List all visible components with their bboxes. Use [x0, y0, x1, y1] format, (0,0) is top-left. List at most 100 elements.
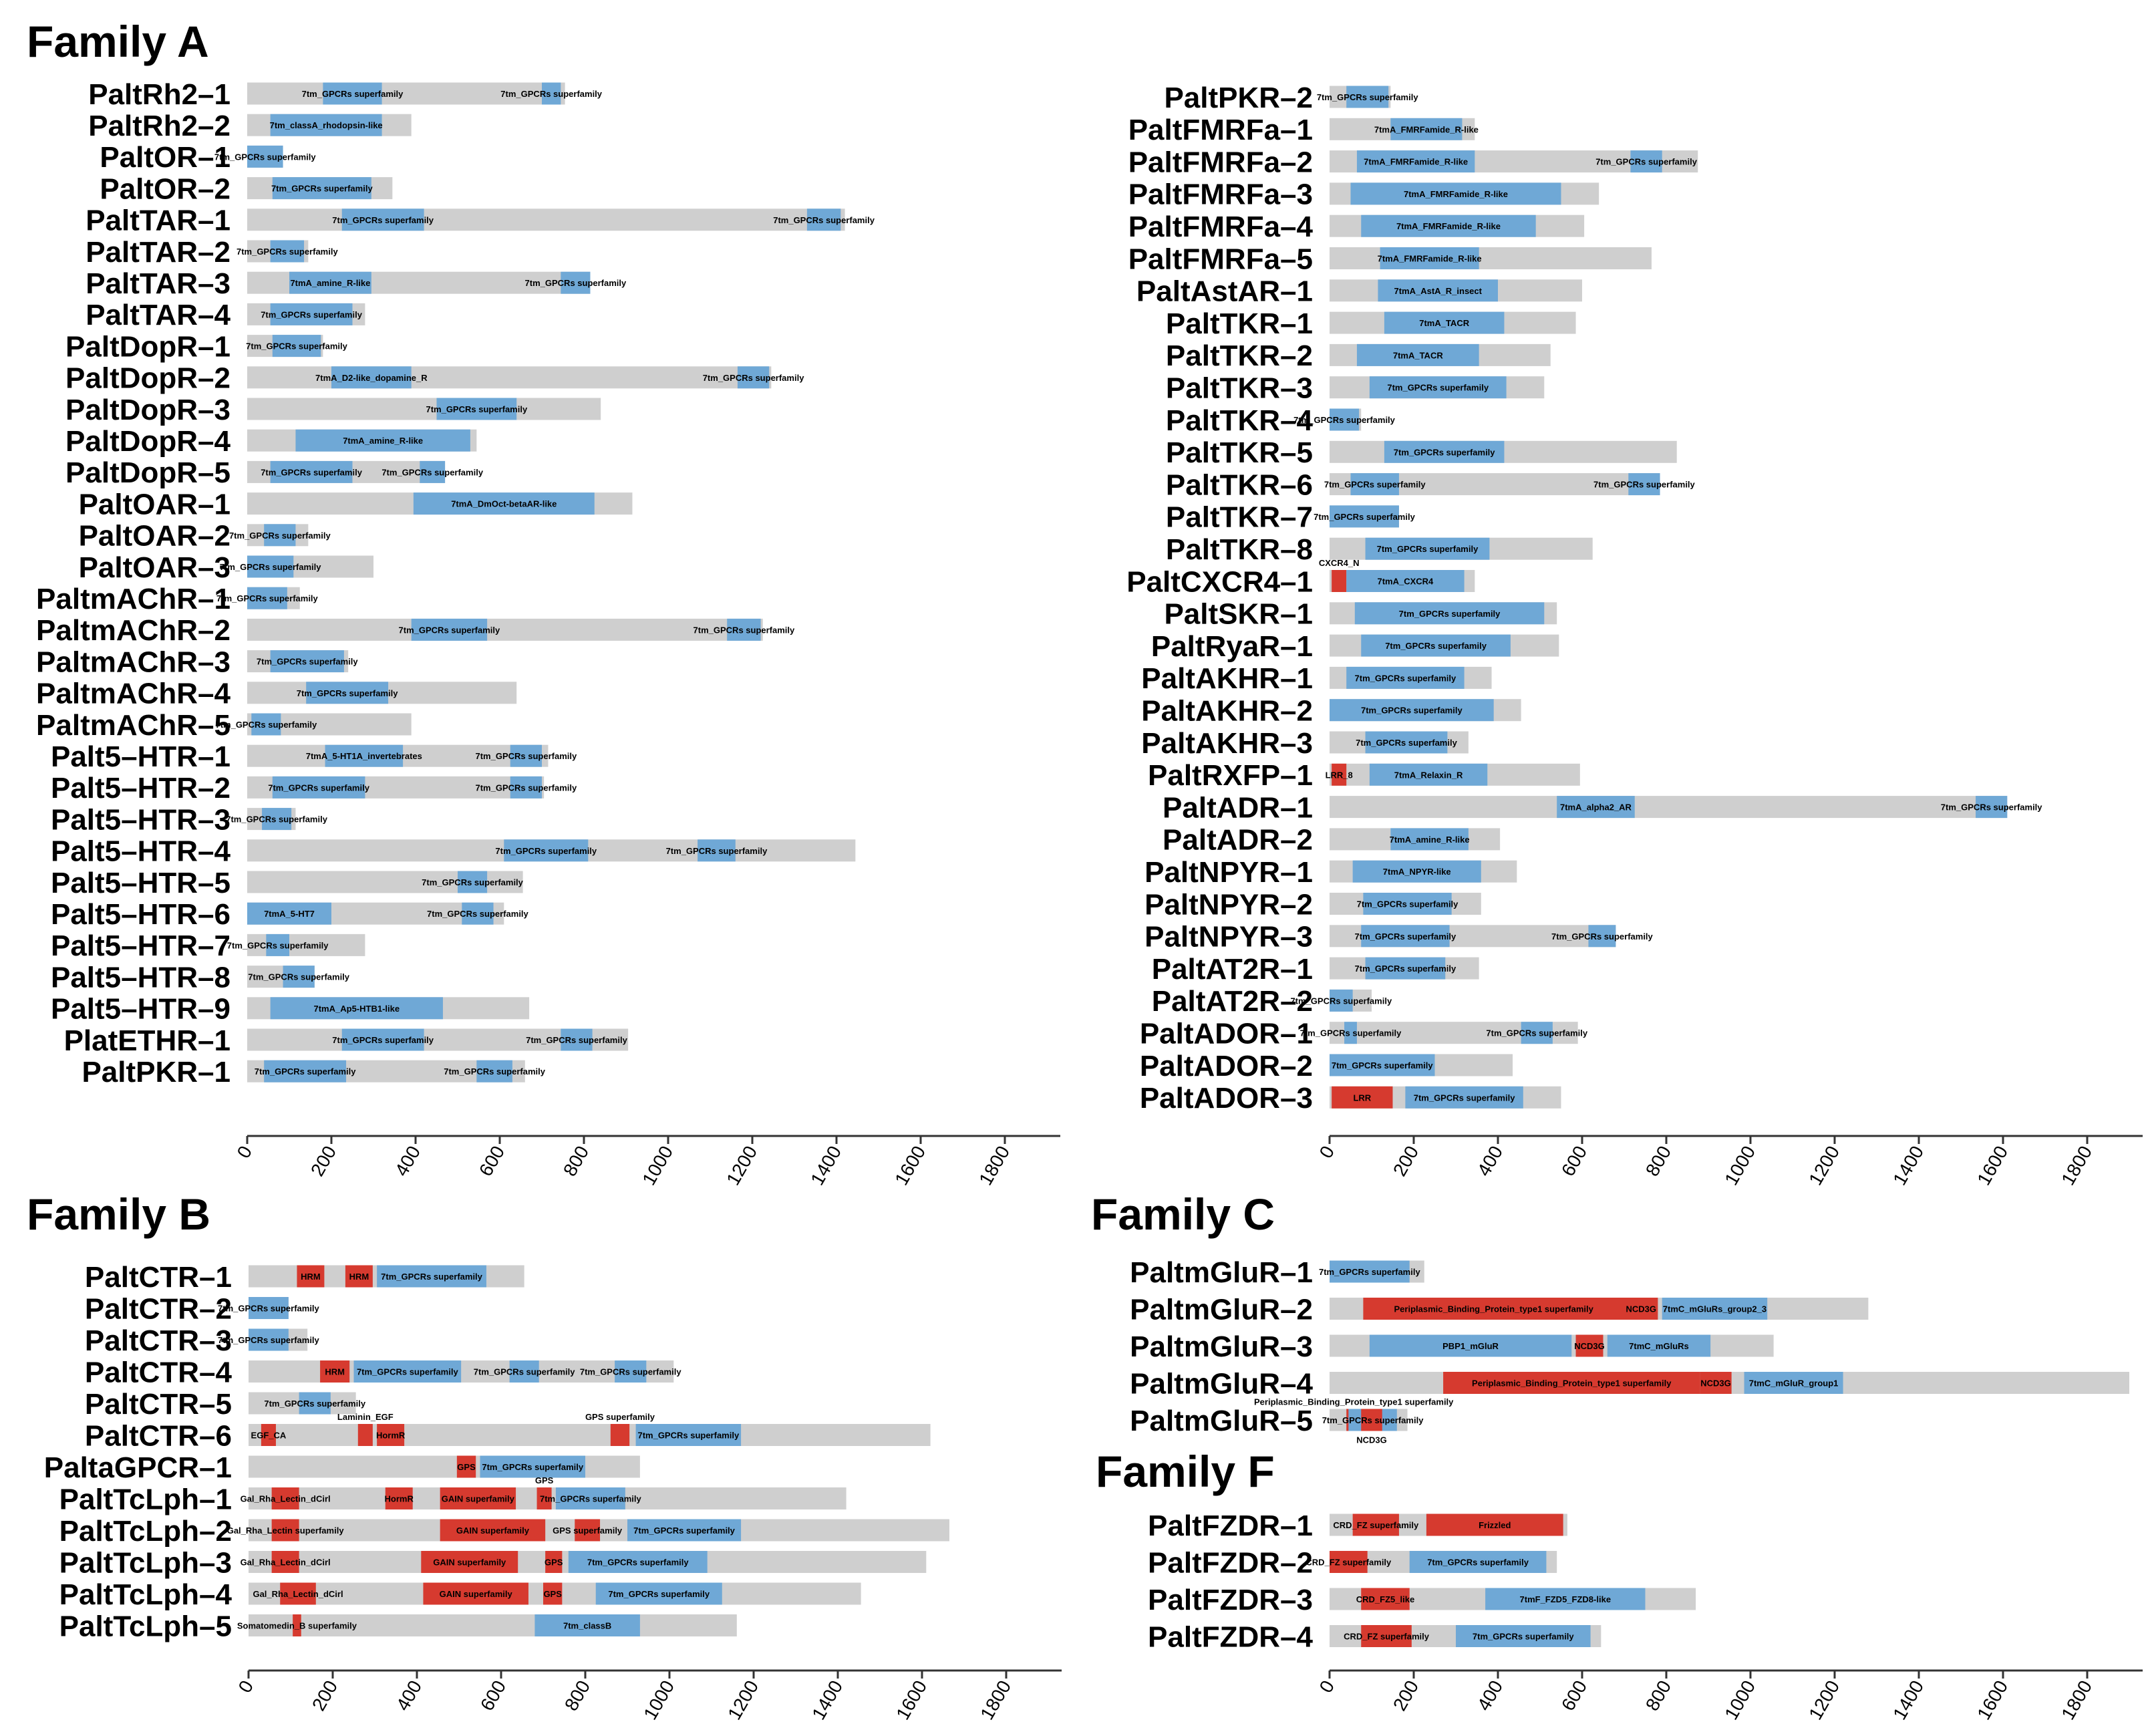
protein-row: PaltmGluR–1 7tm_GPCRs superfamily	[1130, 1256, 1424, 1289]
domain-label: NCD3G	[1626, 1304, 1656, 1314]
domain-blue	[289, 271, 371, 294]
x-axis: 0 200 400 600 800 1000 1200 1400 1600 1800	[235, 1669, 1062, 1723]
domain-label: Frizzled	[1479, 1520, 1511, 1530]
tick-label: 400	[1473, 1677, 1507, 1715]
domain-label: GPS superfamily	[553, 1526, 623, 1536]
domain-blue	[1607, 1334, 1711, 1357]
domain-blue	[1628, 473, 1660, 496]
protein-row: PaltFMRFa–5 7tmA_FMRFamide_R-like	[1128, 243, 1652, 275]
domain-label: 7tm_GPCRs superfamily	[214, 152, 316, 162]
domain-label: GAIN superfamily	[440, 1589, 513, 1599]
protein-row: PaltPKR–1 7tm_GPCRs superfamily 7tm_GPCRs …	[82, 1056, 545, 1089]
domain-label: 7tm_GPCRs superfamily	[633, 1526, 735, 1536]
tick-label: 1600	[892, 1677, 931, 1723]
domain-blue	[1521, 1022, 1553, 1044]
domain-red	[1426, 1513, 1563, 1536]
tick-label: 1400	[806, 1143, 845, 1189]
domain-label: 7tm_classB	[563, 1621, 611, 1631]
protein-row: PaltADOR–3 LRR 7tm_GPCRs superfamily	[1140, 1082, 1561, 1115]
domain-red	[271, 1487, 299, 1509]
domain-blue	[272, 335, 321, 357]
protein-label: PaltFMRFa–2	[1128, 146, 1313, 178]
domain-blue	[1369, 1334, 1572, 1357]
domain-label: 7tmA_FMRFamide_R-like	[1374, 124, 1479, 134]
domain-label: EGF_CA	[251, 1431, 287, 1441]
protein-label: PaltmAChR–2	[36, 614, 231, 647]
domain-label: 7tmA_CXCR4	[1377, 577, 1434, 587]
protein-row: PaltAKHR–1 7tm_GPCRs superfamily	[1141, 662, 1492, 695]
protein-label: Palt5–HTR–9	[51, 993, 231, 1026]
domain-blue	[1330, 699, 1494, 722]
domain-blue	[272, 177, 371, 200]
protein-row: PaltTAR–1 7tm_GPCRs superfamily 7tm_GPCRs …	[86, 204, 875, 237]
domain-blue	[1330, 989, 1353, 1012]
domain-label: 7tm_GPCRs superfamily	[1300, 1028, 1402, 1038]
domain-blue	[420, 460, 446, 483]
protein-bar	[249, 1614, 737, 1636]
tick-label: 1800	[2057, 1677, 2096, 1723]
domain-label: 7tmC_mGluR_group1	[1749, 1379, 1839, 1389]
domain-blue	[1363, 893, 1452, 915]
protein-label: PaltADR–1	[1163, 791, 1313, 824]
tick-label: 600	[476, 1677, 510, 1715]
domain-label: 7tm_GPCRs superfamily	[227, 940, 329, 950]
tick-label: 1800	[2057, 1143, 2096, 1189]
domain-blue	[561, 1028, 593, 1051]
domain-red	[1332, 1086, 1393, 1109]
domain-blue	[1350, 473, 1399, 496]
domain-label: GPS superfamily	[585, 1412, 655, 1422]
domain-blue	[504, 839, 589, 862]
domain-blue	[510, 744, 542, 767]
domain-label: 7tm_GPCRs superfamily	[1473, 1632, 1574, 1642]
protein-row: PaltAKHR–2 7tm_GPCRs superfamily	[1141, 695, 1521, 728]
protein-label: PaltmAChR–4	[36, 678, 231, 710]
protein-label: PaltaGPCR–1	[44, 1451, 232, 1484]
domain-label: 7tmA_5-HT7	[264, 909, 315, 919]
protein-label: PaltOAR–2	[79, 520, 231, 553]
domain-blue	[1409, 1551, 1547, 1573]
domain-label: LRR	[1353, 1093, 1371, 1103]
domain-label: 7tm_GPCRs superfamily	[1595, 157, 1697, 167]
tick-label: 600	[1557, 1677, 1591, 1715]
domain-label: 7tmA_5-HT1A_invertebrates	[306, 751, 422, 761]
protein-label: Palt5–HTR–4	[51, 835, 231, 868]
protein-label: PaltRh2–1	[88, 78, 231, 111]
domain-label: 7tmC_mGluRs	[1629, 1341, 1689, 1351]
panel-title: Family F	[1096, 1447, 1275, 1496]
domain-blue	[1557, 796, 1635, 819]
protein-label: PaltTcLph–1	[59, 1483, 232, 1515]
domain-label: 7tmA_TACR	[1419, 318, 1469, 328]
protein-label: PaltADOR–3	[1140, 1082, 1313, 1115]
protein-label: PaltFMRFa–1	[1128, 114, 1313, 146]
tick-label: 0	[1316, 1143, 1339, 1162]
protein-label: PaltAKHR–3	[1141, 727, 1313, 760]
domain-red	[543, 1582, 563, 1605]
domain-label: 7tm_GPCRs superfamily	[474, 1367, 575, 1377]
domain-red	[421, 1551, 518, 1573]
protein-label: PaltTKR–5	[1166, 436, 1313, 469]
domain-red	[610, 1424, 630, 1446]
x-axis: 0 200 400 600 800 1000 1200 1400 1600 1800	[233, 1135, 1060, 1189]
protein-row: Palt5–HTR–4 7tm_GPCRs superfamily 7tm_GPCR…	[51, 835, 856, 868]
tick-label: 1200	[724, 1677, 762, 1723]
tick-label: 800	[561, 1677, 594, 1715]
domain-blue	[331, 366, 412, 389]
protein-label: PaltNPYR–2	[1144, 888, 1313, 921]
protein-label: Palt5–HTR–2	[51, 772, 231, 805]
protein-row: PaltOR–2 7tm_GPCRs superfamily	[100, 172, 393, 205]
domain-label: 7tm_GPCRs superfamily	[271, 184, 373, 194]
protein-label: PaltTcLph–4	[59, 1578, 233, 1611]
domain-label: 7tm_GPCRs superfamily	[357, 1367, 458, 1377]
domain-label: 7tm_GPCRs superfamily	[426, 404, 527, 414]
domain-blue	[1384, 311, 1505, 334]
protein-label: PaltOR–2	[100, 172, 231, 205]
domain-label: 7tmA_FMRFamide_R-like	[1404, 189, 1508, 199]
protein-label: PaltOAR–1	[79, 488, 231, 521]
protein-label: PaltTKR–7	[1166, 501, 1313, 534]
protein-row: PaltCTR–5 7tm_GPCRs superfamily	[85, 1388, 366, 1421]
domain-blue	[595, 1582, 722, 1605]
protein-label: PaltTKR–4	[1166, 404, 1314, 437]
